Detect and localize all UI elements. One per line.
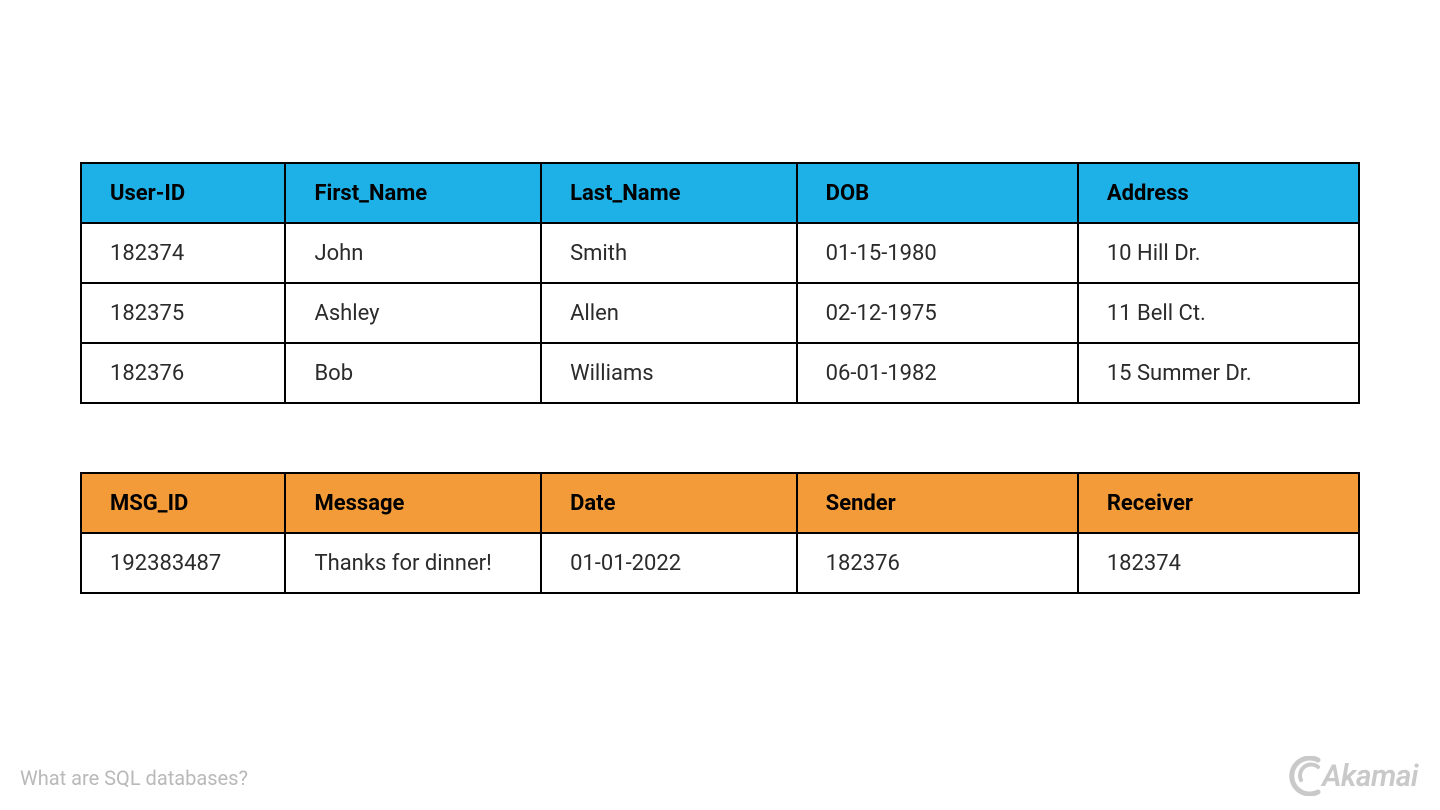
- messages-cell-0-4: 182374: [1078, 533, 1359, 593]
- messages-cell-0-1: Thanks for dinner!: [285, 533, 541, 593]
- users-col-header-0: User-ID: [81, 163, 285, 223]
- users-cell-0-3: 01-15-1980: [797, 223, 1078, 283]
- messages-thead: MSG_IDMessageDateSenderReceiver: [81, 473, 1359, 533]
- users-col-header-4: Address: [1078, 163, 1359, 223]
- messages-col-header-1: Message: [285, 473, 541, 533]
- users-cell-2-4: 15 Summer Dr.: [1078, 343, 1359, 403]
- users-cell-1-1: Ashley: [285, 283, 541, 343]
- messages-col-header-3: Sender: [797, 473, 1078, 533]
- brand-text: Akamai: [1322, 759, 1418, 794]
- users-row: 182376BobWilliams06-01-198215 Summer Dr.: [81, 343, 1359, 403]
- messages-row: 192383487Thanks for dinner!01-01-2022182…: [81, 533, 1359, 593]
- users-row: 182375AshleyAllen02-12-197511 Bell Ct.: [81, 283, 1359, 343]
- users-cell-1-2: Allen: [541, 283, 797, 343]
- messages-col-header-4: Receiver: [1078, 473, 1359, 533]
- messages-table: MSG_IDMessageDateSenderReceiver 19238348…: [80, 472, 1360, 594]
- tables-container: User-IDFirst_NameLast_NameDOBAddress 182…: [80, 162, 1360, 594]
- users-col-header-3: DOB: [797, 163, 1078, 223]
- messages-col-header-0: MSG_ID: [81, 473, 285, 533]
- users-cell-1-3: 02-12-1975: [797, 283, 1078, 343]
- users-tbody: 182374JohnSmith01-15-198010 Hill Dr.1823…: [81, 223, 1359, 403]
- users-thead: User-IDFirst_NameLast_NameDOBAddress: [81, 163, 1359, 223]
- brand-logo: Akamai: [1288, 756, 1418, 796]
- messages-cell-0-3: 182376: [797, 533, 1078, 593]
- users-cell-2-2: Williams: [541, 343, 797, 403]
- users-cell-2-1: Bob: [285, 343, 541, 403]
- messages-cell-0-0: 192383487: [81, 533, 285, 593]
- users-col-header-2: Last_Name: [541, 163, 797, 223]
- users-row: 182374JohnSmith01-15-198010 Hill Dr.: [81, 223, 1359, 283]
- users-header-row: User-IDFirst_NameLast_NameDOBAddress: [81, 163, 1359, 223]
- users-cell-1-0: 182375: [81, 283, 285, 343]
- users-col-header-1: First_Name: [285, 163, 541, 223]
- users-cell-0-1: John: [285, 223, 541, 283]
- users-table: User-IDFirst_NameLast_NameDOBAddress 182…: [80, 162, 1360, 404]
- users-cell-2-0: 182376: [81, 343, 285, 403]
- messages-cell-0-2: 01-01-2022: [541, 533, 797, 593]
- users-cell-0-0: 182374: [81, 223, 285, 283]
- users-cell-0-2: Smith: [541, 223, 797, 283]
- users-cell-2-3: 06-01-1982: [797, 343, 1078, 403]
- messages-tbody: 192383487Thanks for dinner!01-01-2022182…: [81, 533, 1359, 593]
- users-cell-1-4: 11 Bell Ct.: [1078, 283, 1359, 343]
- messages-col-header-2: Date: [541, 473, 797, 533]
- footer-caption: What are SQL databases?: [20, 766, 248, 790]
- messages-header-row: MSG_IDMessageDateSenderReceiver: [81, 473, 1359, 533]
- users-cell-0-4: 10 Hill Dr.: [1078, 223, 1359, 283]
